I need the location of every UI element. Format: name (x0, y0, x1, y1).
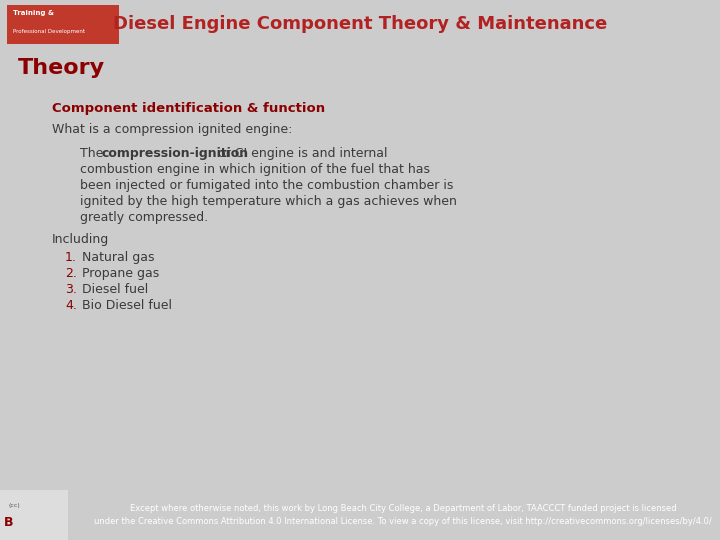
Text: 1.: 1. (65, 251, 77, 264)
Text: compression-ignition: compression-ignition (102, 147, 249, 160)
Text: What is a compression ignited engine:: What is a compression ignited engine: (52, 123, 292, 136)
Text: been injected or fumigated into the combustion chamber is: been injected or fumigated into the comb… (80, 179, 454, 192)
Text: (cc): (cc) (9, 503, 20, 508)
Text: Diesel Engine Component Theory & Maintenance: Diesel Engine Component Theory & Mainten… (113, 15, 607, 33)
Text: Including: Including (52, 233, 109, 246)
Text: combustion engine in which ignition of the fuel that has: combustion engine in which ignition of t… (80, 163, 430, 176)
Text: ignited by the high temperature which a gas achieves when: ignited by the high temperature which a … (80, 195, 457, 208)
Text: Natural gas: Natural gas (82, 251, 155, 264)
Text: 4.: 4. (65, 299, 77, 312)
Text: 3.: 3. (65, 283, 77, 296)
Text: Except where otherwise noted, this work by Long Beach City College, a Department: Except where otherwise noted, this work … (94, 504, 712, 526)
Text: Bio Diesel fuel: Bio Diesel fuel (82, 299, 172, 312)
Text: or CI engine is and internal: or CI engine is and internal (214, 147, 387, 160)
Text: greatly compressed.: greatly compressed. (80, 211, 208, 224)
Text: Propane gas: Propane gas (82, 267, 159, 280)
Text: B: B (4, 516, 14, 529)
Text: Professional Development: Professional Development (13, 29, 85, 33)
Text: 2.: 2. (65, 267, 77, 280)
Text: Training &: Training & (13, 10, 54, 16)
Text: Component identification & function: Component identification & function (52, 102, 325, 115)
FancyBboxPatch shape (7, 5, 119, 44)
FancyBboxPatch shape (0, 490, 68, 540)
Text: The: The (80, 147, 107, 160)
Text: Diesel fuel: Diesel fuel (82, 283, 148, 296)
Text: Theory: Theory (18, 58, 105, 78)
